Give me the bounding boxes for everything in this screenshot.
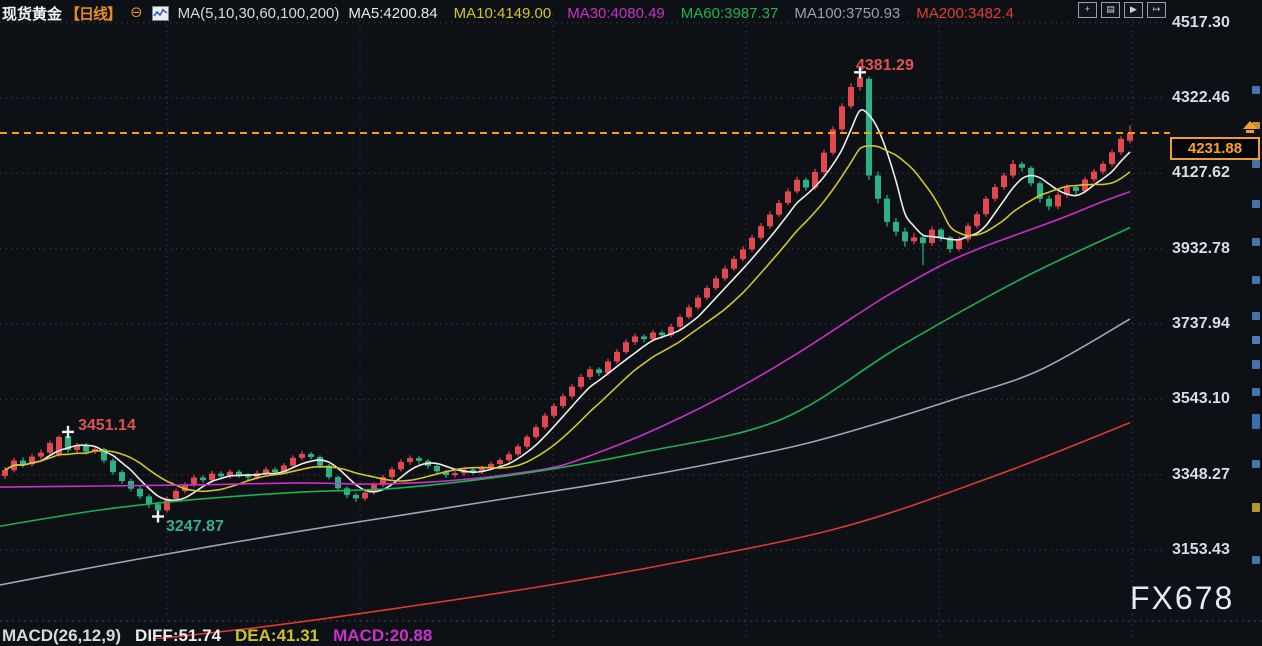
toolbar-crosshair-icon[interactable]: +	[1078, 2, 1097, 18]
clipped-text-fragment	[1252, 360, 1260, 369]
clipped-text-fragment	[1252, 556, 1260, 564]
price-tick-3: 3932.78	[1172, 240, 1230, 257]
clipped-text-fragment	[1252, 86, 1260, 94]
ma-parameters-label: MA(5,10,30,60,100,200)	[177, 4, 340, 22]
clipped-text-fragment	[1252, 388, 1260, 396]
clipped-text-fragment	[1252, 503, 1260, 512]
ma-value-4: MA100:3750.93	[794, 4, 901, 22]
price-tick-5: 3543.10	[1172, 390, 1230, 407]
price-tick-1: 4322.46	[1172, 89, 1230, 106]
macd-item-0: MACD(26,12,9)	[2, 626, 122, 645]
clipped-text-fragment	[1252, 160, 1260, 168]
macd-readout: MACD(26,12,9) DIFF:51.74 DEA:41.31 MACD:20.…	[2, 626, 432, 646]
toolbar-export-icon[interactable]: ↦	[1147, 2, 1166, 18]
clipped-text-fragment	[1252, 122, 1260, 129]
clipped-text-fragment	[1252, 200, 1260, 208]
clipped-text-fragment	[1252, 238, 1260, 246]
clipped-text-fragment	[1252, 414, 1260, 429]
price-tick-2: 4127.62	[1172, 164, 1230, 181]
price-tick-4: 3737.94	[1172, 315, 1230, 332]
ma-value-5: MA200:3482.4	[916, 4, 1014, 22]
timeframe-label: 【日线】	[65, 5, 122, 23]
macd-item-2: DEA:41.31	[235, 626, 320, 645]
ma-value-0: MA5:4200.84	[348, 4, 438, 22]
fx678-watermark: FX678	[1130, 580, 1235, 616]
mini-chart-icon[interactable]	[151, 5, 169, 21]
symbol-name: 现货黄金	[2, 5, 63, 23]
clipped-text-fragment	[1252, 336, 1260, 344]
price-annotation-1: 4381.29	[856, 57, 914, 74]
price-annotation-0: 3451.14	[78, 417, 136, 434]
toolbar-indicators-icon[interactable]: ▤	[1101, 2, 1120, 18]
macd-item-3: MACD:20.88	[333, 626, 433, 645]
price-tick-6: 3348.27	[1172, 466, 1230, 483]
clipped-text-fragment	[1252, 276, 1260, 284]
ma-values-row: MA5:4200.84 MA10:4149.00 MA30:4080.49 MA60:…	[348, 5, 1013, 22]
macd-item-1: DIFF:51.74	[135, 626, 222, 645]
toolbar-playback-icon[interactable]: ▶	[1124, 2, 1143, 18]
minus-circle-icon[interactable]: ⊖	[130, 4, 143, 21]
price-annotation-2: 3247.87	[166, 518, 224, 535]
ma-value-1: MA10:4149.00	[453, 4, 552, 22]
current-price-tag: 4231.88	[1170, 137, 1260, 160]
price-tick-7: 3153.43	[1172, 541, 1230, 558]
chart-toolbar: + ▤ ▶ ↦	[1078, 2, 1166, 18]
ma-value-2: MA30:4080.49	[567, 4, 665, 22]
clipped-text-fragment	[1252, 312, 1260, 320]
ma-value-3: MA60:3987.37	[680, 4, 779, 22]
clipped-side-panel	[1250, 0, 1262, 639]
clipped-text-fragment	[1252, 460, 1260, 468]
price-tick-0: 4517.30	[1172, 14, 1230, 31]
chart-header: 现货黄金 【日线】 ⊖ MA(5,10,30,60,100,200) MA5:42…	[2, 3, 1014, 23]
